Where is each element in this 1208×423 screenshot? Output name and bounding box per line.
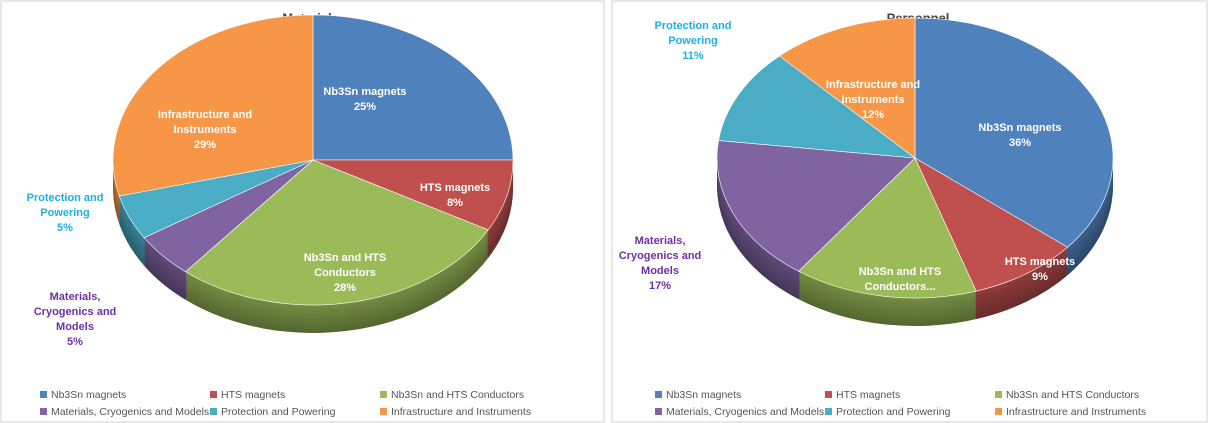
data-label: 12% (862, 109, 884, 121)
slice-label: HTS magnets (420, 182, 490, 194)
slice (312, 14, 514, 161)
slice-label: Infrastructure and (826, 79, 920, 91)
slice-label: Conductors (314, 267, 376, 279)
slice-label: HTS magnets (1005, 256, 1075, 268)
data-label: 25% (354, 101, 376, 113)
legend-label: Nb3Sn and HTS Conductors (391, 389, 524, 401)
legend-label: Materials, Cryogenics and Models (51, 406, 209, 418)
slice (798, 157, 977, 299)
legend-swatch (825, 391, 832, 398)
legend-swatch (380, 408, 387, 415)
slice-label: Powering (40, 207, 90, 219)
data-label: 5% (57, 222, 73, 234)
slice-label: Materials, (50, 291, 101, 303)
slice (185, 159, 489, 306)
slice-label: Instruments (842, 94, 905, 106)
slice-label: Models (56, 321, 94, 333)
slice (312, 159, 514, 231)
slice (778, 17, 916, 159)
slice-label: Instruments (174, 124, 237, 136)
slice-label: Powering (668, 35, 718, 47)
slice (716, 140, 916, 272)
legend-label: Protection and Powering (221, 406, 336, 418)
slice-label: Protection and (654, 20, 731, 32)
slice (718, 55, 917, 159)
slice-label: Nb3Sn and HTS (304, 252, 387, 264)
slice-label: Nb3Sn magnets (323, 86, 406, 98)
data-label: 29% (194, 139, 216, 151)
legend-label: Protection and Powering (836, 406, 951, 418)
legend-label: Nb3Sn magnets (51, 389, 126, 401)
data-label: 9% (1032, 271, 1048, 283)
legend-swatch (995, 391, 1002, 398)
data-label: 36% (1009, 137, 1031, 149)
legend-label: HTS magnets (221, 389, 285, 401)
data-label: 5% (67, 336, 83, 348)
slice-label: Protection and (26, 192, 103, 204)
slice (914, 157, 1069, 292)
slice-label: Nb3Sn magnets (978, 122, 1061, 134)
legend-label: Nb3Sn and HTS Conductors (1006, 389, 1139, 401)
data-label: 17% (649, 280, 671, 292)
slice (914, 17, 1114, 248)
legend-label: Infrastructure and Instruments (391, 406, 531, 418)
slice-label: Cryogenics and (34, 306, 117, 318)
legend-swatch (40, 408, 47, 415)
legend-swatch (380, 391, 387, 398)
slice-label: Materials, (635, 235, 686, 247)
legend-swatch (655, 408, 662, 415)
legend-swatch (995, 408, 1002, 415)
legend-swatch (210, 391, 217, 398)
legend-label: Nb3Sn magnets (666, 389, 741, 401)
data-label: 8% (447, 197, 463, 209)
data-label: 11% (682, 50, 704, 62)
slice-label: Infrastructure and (158, 109, 252, 121)
slice-label: Cryogenics and (619, 250, 702, 262)
legend-swatch (40, 391, 47, 398)
slice-label: Nb3Sn and HTS (859, 266, 942, 278)
legend-label: HTS magnets (836, 389, 900, 401)
legend-label: Infrastructure and Instruments (1006, 406, 1146, 418)
slice-label: Models (641, 265, 679, 277)
legend-swatch (825, 408, 832, 415)
legend-swatch (210, 408, 217, 415)
legend-swatch (655, 391, 662, 398)
data-label: 28% (334, 282, 356, 294)
legend-label: Materials, Cryogenics and Models (666, 406, 824, 418)
slice-label: Conductors... (865, 281, 936, 293)
slice (112, 14, 314, 197)
